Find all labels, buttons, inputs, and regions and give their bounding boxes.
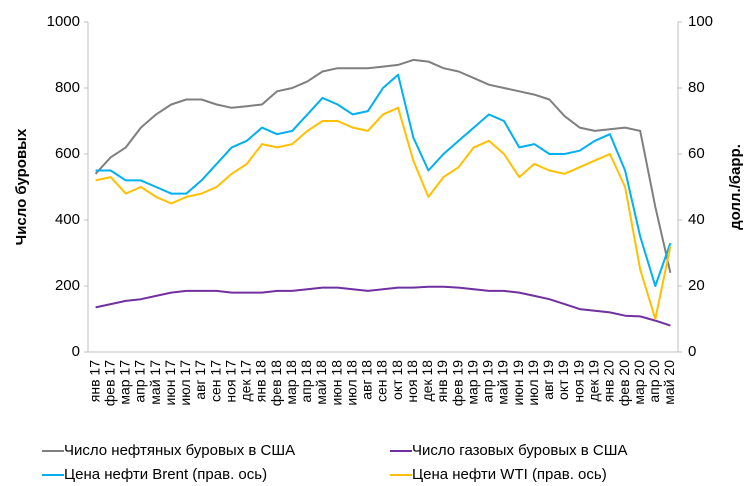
x-tick-label: июн 17 <box>162 360 178 406</box>
x-tick-label: дек 17 <box>238 360 254 402</box>
x-tick-label: авг 19 <box>540 360 556 400</box>
x-tick-label: фев 20 <box>616 360 632 406</box>
series-line <box>95 106 672 320</box>
x-tick-label: мар 20 <box>631 360 647 405</box>
x-tick-label: июл 17 <box>177 360 193 406</box>
x-tick-label: июн 19 <box>510 360 526 406</box>
y-tick-label: 400 <box>55 211 80 228</box>
x-tick-label: апр 18 <box>298 360 314 403</box>
x-tick-label: дек 18 <box>419 360 435 402</box>
y2-tick-label: 100 <box>688 13 713 30</box>
y-tick-label: 800 <box>55 79 80 96</box>
x-tick-label: ноя 19 <box>570 360 586 403</box>
x-tick-label: апр 17 <box>132 360 148 403</box>
x-tick-label: фев 19 <box>449 360 465 406</box>
x-tick-label: окт 18 <box>389 360 405 400</box>
x-tick-label: фев 17 <box>101 360 117 406</box>
x-tick-label: авг 18 <box>359 360 375 400</box>
x-tick-label: авг 17 <box>192 360 208 400</box>
series-line <box>95 285 671 327</box>
x-tick-label: янв 20 <box>601 360 617 402</box>
x-tick-label: янв 18 <box>253 360 269 402</box>
y-axis-label: Число буровых <box>13 128 30 245</box>
x-tick-label: дек 19 <box>585 360 601 402</box>
y2-tick-label: 60 <box>688 145 705 162</box>
y2-tick-label: 0 <box>688 343 696 360</box>
y-tick-label: 0 <box>72 343 80 360</box>
y2-tick-label: 40 <box>688 211 705 228</box>
x-tick-label: фев 18 <box>268 360 284 406</box>
x-tick-label: апр 20 <box>646 360 662 403</box>
x-tick-label: май 19 <box>495 360 511 405</box>
x-tick-label: окт 19 <box>555 360 571 400</box>
x-tick-label: янв 19 <box>434 360 450 402</box>
y-tick-label: 600 <box>55 145 80 162</box>
x-tick-label: июл 19 <box>525 360 541 406</box>
y2-axis-label: долл./барр. <box>727 144 744 230</box>
x-tick-label: май 20 <box>661 360 677 405</box>
x-tick-label: июл 18 <box>343 360 359 406</box>
legend-label: Число газовых буровых в США <box>412 442 628 459</box>
series-line <box>95 73 672 287</box>
x-tick-label: сен 18 <box>374 360 390 402</box>
x-tick-label: ноя 18 <box>404 360 420 403</box>
x-tick-label: сен 17 <box>207 360 223 402</box>
x-tick-label: май 18 <box>313 360 329 405</box>
x-tick-label: ноя 17 <box>222 360 238 403</box>
legend-label: Число нефтяных буровых в США <box>64 442 295 459</box>
y-tick-label: 1000 <box>47 13 80 30</box>
y2-tick-label: 20 <box>688 277 705 294</box>
legend-label: Цена нефти Brent (прав. ось) <box>64 466 267 483</box>
y2-tick-label: 80 <box>688 79 705 96</box>
x-tick-label: апр 19 <box>480 360 496 403</box>
x-tick-label: июн 18 <box>328 360 344 406</box>
series-line <box>94 58 672 274</box>
x-tick-label: мар 18 <box>283 360 299 405</box>
legend-label: Цена нефти WTI (прав. ось) <box>412 466 607 483</box>
x-tick-label: мар 17 <box>117 360 133 405</box>
x-tick-label: янв 17 <box>86 360 102 402</box>
y-tick-label: 200 <box>55 277 80 294</box>
x-tick-label: май 17 <box>147 360 163 405</box>
x-tick-label: мар 19 <box>464 360 480 405</box>
